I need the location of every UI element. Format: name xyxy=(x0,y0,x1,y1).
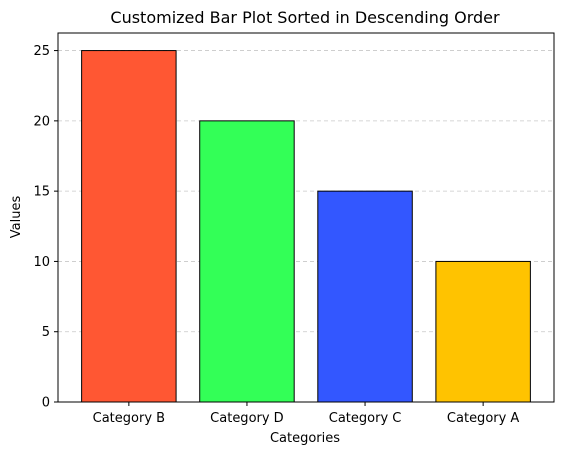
bar xyxy=(317,190,413,403)
y-axis-ticks: 0 5 10 15 20 25 xyxy=(33,44,58,411)
x-tick-label: Category A xyxy=(447,411,520,426)
x-axis-label: Categories xyxy=(270,431,340,446)
x-tick-label: Category D xyxy=(210,411,284,426)
x-tick-label: Category B xyxy=(93,411,165,426)
y-tick-label: 5 xyxy=(42,325,50,340)
y-tick-label: 0 xyxy=(42,396,50,411)
bar xyxy=(199,120,295,403)
x-axis-ticks: Category B Category D Category C Category A xyxy=(93,402,520,426)
bars xyxy=(81,50,531,403)
bar xyxy=(81,50,177,403)
chart-title: Customized Bar Plot Sorted in Descending… xyxy=(110,8,500,27)
y-tick-label: 25 xyxy=(33,44,50,59)
bar xyxy=(435,260,531,403)
y-tick-label: 20 xyxy=(33,114,50,129)
y-tick-label: 10 xyxy=(33,255,50,270)
plot-frame xyxy=(57,32,555,403)
y-tick-label: 15 xyxy=(33,185,50,200)
x-tick-label: Category C xyxy=(329,411,402,426)
y-axis-label: Values xyxy=(9,196,24,239)
